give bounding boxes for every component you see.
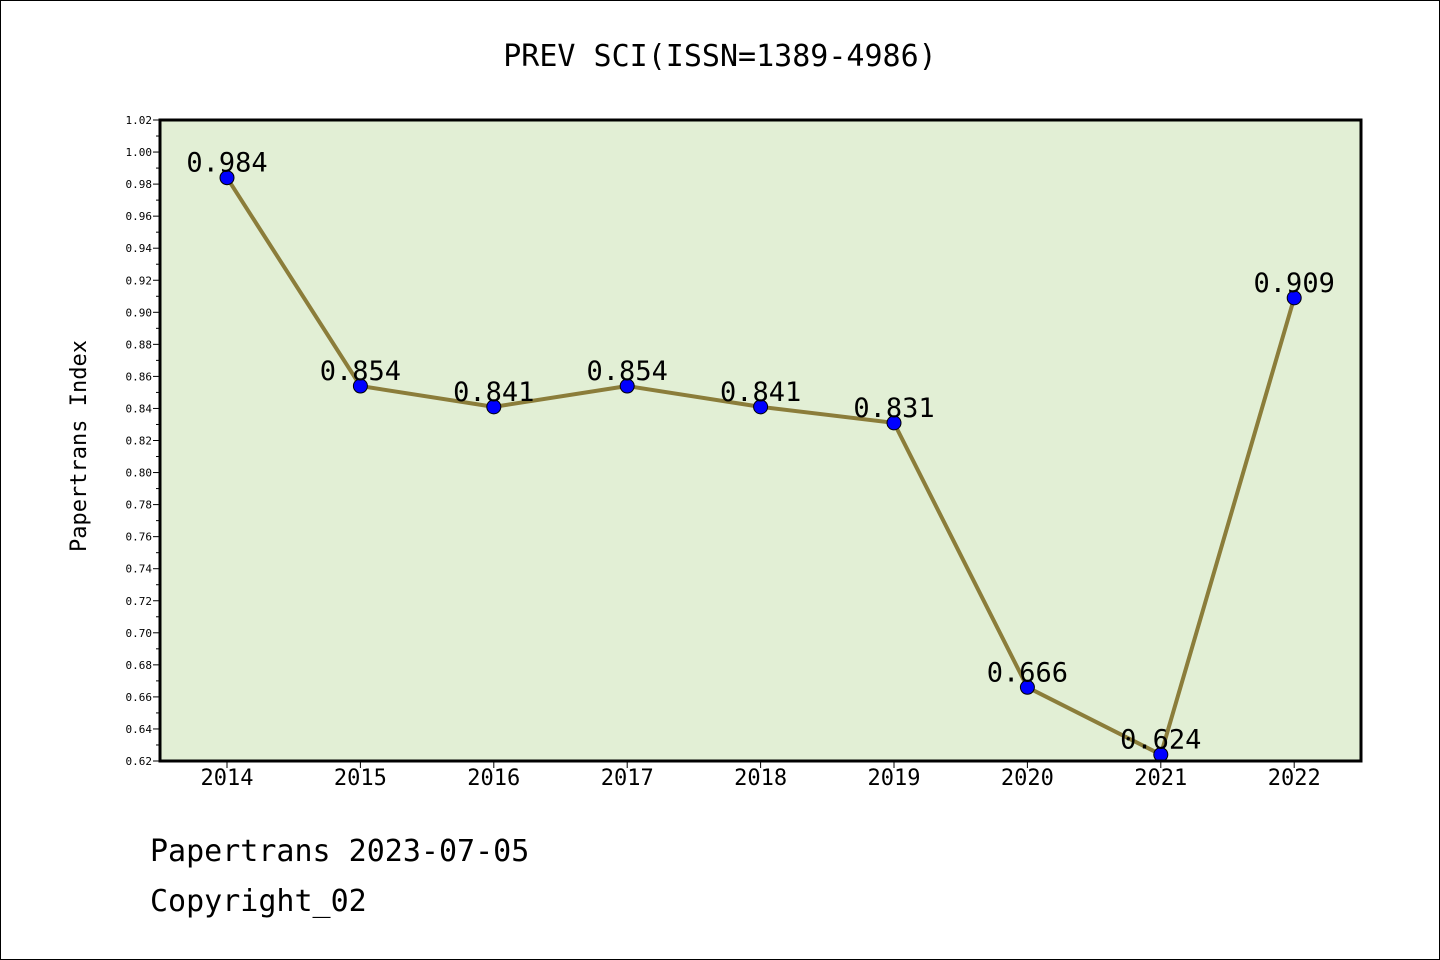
- y-tick-label: 0.92: [126, 274, 153, 287]
- data-point-label: 0.909: [1254, 268, 1335, 299]
- x-tick-label: 2017: [601, 766, 654, 791]
- y-tick-label: 0.96: [126, 210, 153, 223]
- data-point-label: 0.841: [453, 377, 534, 408]
- data-point-marker: [352, 378, 368, 394]
- data-point-marker: [886, 415, 902, 431]
- y-tick-label: 0.78: [126, 499, 153, 512]
- y-axis: 0.62 0.64 0.66 0.68 0.70 0.72 0.74 0.76 0.78 0.80…: [126, 114, 160, 768]
- y-tick-label: 0.68: [126, 659, 153, 672]
- y-tick-label: 1.00: [126, 146, 153, 159]
- data-point-label: 0.841: [720, 377, 801, 408]
- x-axis: 2014 2015 2016 2017 2018 2019 2020 2021 2022: [201, 761, 1321, 791]
- data-point-marker: [1019, 679, 1035, 695]
- y-axis-label: Papertrans Index: [67, 340, 92, 552]
- footer-copyright-text: Copyright_02: [150, 884, 367, 919]
- data-point-marker: [219, 170, 235, 186]
- data-point-label: 0.854: [587, 356, 668, 387]
- data-point-marker: [1286, 290, 1302, 306]
- y-tick-label: 0.62: [126, 755, 153, 768]
- plot-border: [158, 118, 1363, 763]
- y-tick-label: 0.98: [126, 178, 153, 191]
- y-tick-label: 0.66: [126, 691, 153, 704]
- x-tick-label: 2015: [334, 766, 387, 791]
- x-tick-label: 2014: [201, 766, 254, 791]
- data-point-label: 0.831: [853, 393, 934, 424]
- chart-title: PREV SCI(ISSN=1389-4986): [503, 39, 936, 74]
- data-point-marker: [753, 399, 769, 415]
- y-tick-label: 0.64: [126, 723, 153, 736]
- series-layer: 0.984 0.854 0.841 0.854 0.841 0.831 0.666 0.624…: [186, 148, 1335, 763]
- y-tick-label: 0.76: [126, 531, 153, 544]
- footer-date-text: Papertrans 2023-07-05: [150, 834, 530, 869]
- y-tick-label: 1.02: [126, 114, 153, 127]
- y-tick-label: 0.70: [126, 627, 153, 640]
- x-tick-label: 2020: [1001, 766, 1054, 791]
- x-tick-label: 2018: [734, 766, 787, 791]
- plot-area: [160, 120, 1361, 761]
- x-tick-label: 2016: [467, 766, 520, 791]
- y-tick-label: 0.94: [126, 242, 153, 255]
- data-point-marker: [619, 378, 635, 394]
- x-tick-label: 2021: [1134, 766, 1187, 791]
- y-tick-label: 0.72: [126, 595, 153, 608]
- y-tick-label: 0.84: [126, 402, 153, 415]
- data-point-label: 0.854: [320, 356, 401, 387]
- y-tick-label: 0.86: [126, 370, 153, 383]
- data-point-label: 0.624: [1120, 725, 1201, 756]
- x-tick-label: 2022: [1268, 766, 1321, 791]
- data-point-marker: [486, 399, 502, 415]
- x-tick-label: 2019: [868, 766, 921, 791]
- data-point-label: 0.666: [987, 657, 1068, 688]
- data-point-label: 0.984: [186, 148, 267, 179]
- y-tick-label: 0.82: [126, 435, 153, 448]
- y-tick-label: 0.74: [126, 563, 153, 576]
- y-tick-label: 0.90: [126, 306, 153, 319]
- y-tick-label: 0.88: [126, 338, 153, 351]
- y-tick-label: 0.80: [126, 467, 153, 480]
